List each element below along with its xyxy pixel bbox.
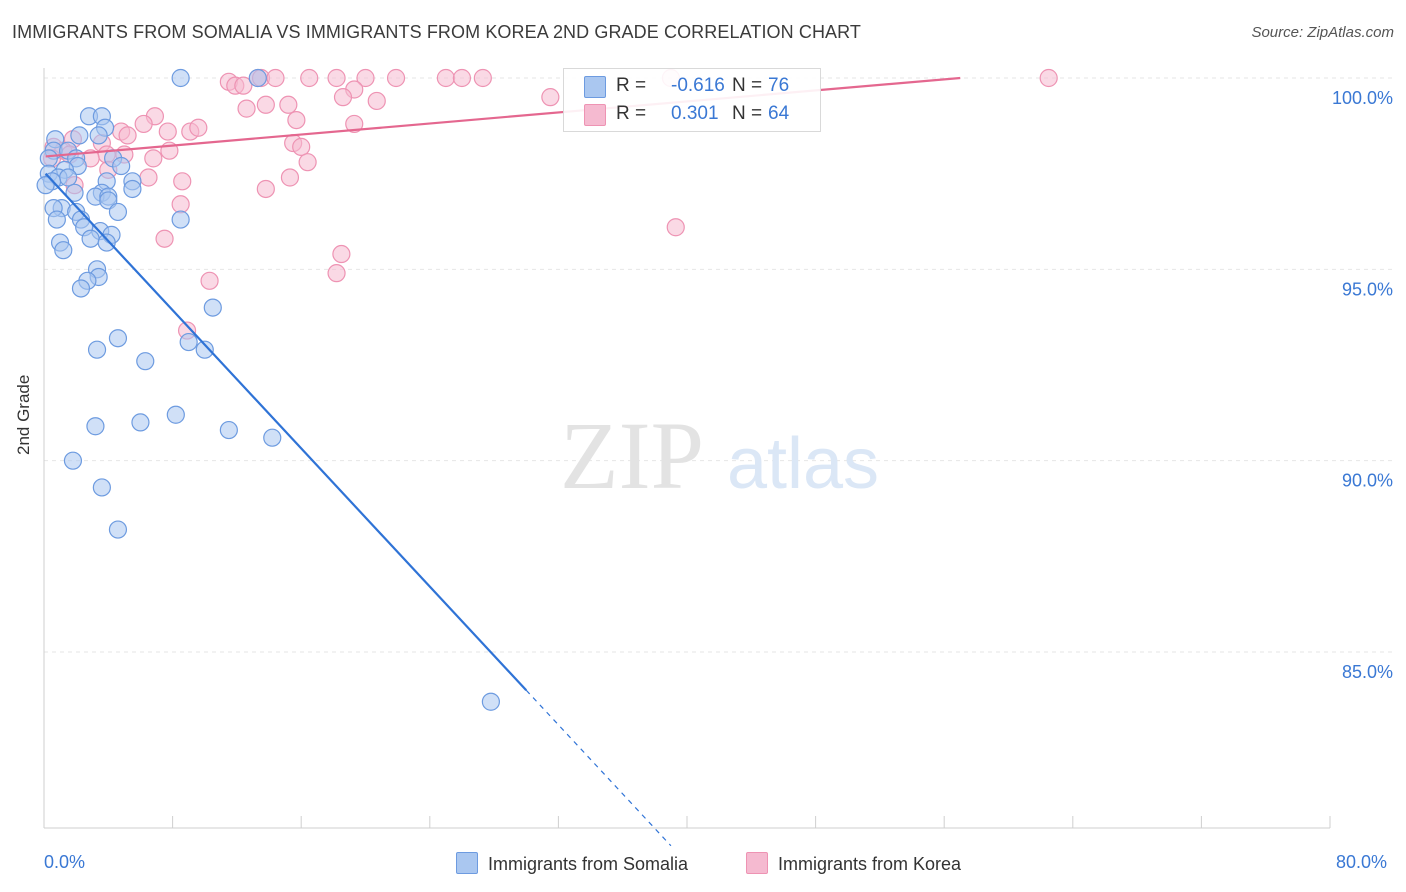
korea-point bbox=[327, 68, 346, 88]
korea-point bbox=[173, 172, 192, 191]
somalia-point bbox=[47, 210, 66, 229]
somalia-point bbox=[481, 692, 500, 711]
somalia-point bbox=[108, 520, 128, 539]
korea-point bbox=[367, 91, 386, 111]
somalia-point bbox=[36, 176, 55, 195]
somalia-legend-label: Immigrants from Somalia bbox=[488, 854, 689, 874]
somalia-point bbox=[123, 179, 142, 199]
somalia-point bbox=[136, 352, 155, 371]
korea-point bbox=[234, 76, 253, 95]
korea-trend-line bbox=[45, 76, 961, 158]
watermark-zip: ZIP bbox=[560, 402, 704, 509]
korea-point bbox=[541, 88, 560, 107]
somalia-point bbox=[179, 332, 198, 352]
stats-legend: R = -0.616 N = 76 R = 0.301 N = 64 bbox=[563, 68, 821, 132]
somalia-point bbox=[97, 233, 116, 252]
korea-point bbox=[386, 68, 406, 88]
somalia-point bbox=[59, 168, 78, 187]
korea-legend-label: Immigrants from Korea bbox=[778, 854, 962, 874]
y-axis-label: 2nd Grade bbox=[14, 374, 33, 455]
korea-point bbox=[436, 68, 455, 88]
somalia-point bbox=[219, 420, 238, 440]
y-tick-label: 90.0% bbox=[1342, 471, 1393, 491]
korea-point bbox=[155, 229, 174, 248]
korea-point bbox=[473, 68, 492, 88]
korea-legend-swatch bbox=[746, 852, 768, 874]
somalia-trend-extension bbox=[525, 689, 672, 847]
korea-point bbox=[287, 110, 306, 130]
korea-point bbox=[280, 168, 300, 187]
somalia-point bbox=[195, 340, 214, 359]
n-value: 76 bbox=[768, 75, 790, 96]
korea-point bbox=[171, 195, 190, 214]
somalia-point bbox=[248, 68, 267, 88]
watermark-atlas: atlas bbox=[727, 424, 879, 504]
somalia-point bbox=[65, 183, 84, 202]
korea-point bbox=[356, 68, 375, 88]
somalia-point bbox=[166, 405, 185, 424]
x-tick-max: 80.0% bbox=[1336, 852, 1388, 872]
korea-point bbox=[332, 244, 351, 264]
korea-point bbox=[200, 271, 219, 290]
y-tick-label: 85.0% bbox=[1342, 662, 1393, 682]
somalia-point bbox=[92, 478, 111, 497]
somalia-point bbox=[89, 126, 108, 145]
somalia-point bbox=[203, 298, 222, 317]
r-value: 0.301 bbox=[671, 103, 719, 124]
legend-item-somalia[interactable]: Immigrants from Somalia bbox=[456, 852, 688, 875]
y-tick-label: 100.0% bbox=[1332, 88, 1393, 108]
x-tick-min: 0.0% bbox=[44, 852, 86, 872]
n-label: N = bbox=[732, 103, 763, 124]
somalia-point bbox=[86, 417, 105, 436]
korea-point bbox=[144, 149, 163, 168]
korea-point bbox=[189, 118, 208, 137]
korea-point bbox=[256, 179, 275, 199]
somalia-swatch bbox=[584, 76, 606, 98]
korea-point bbox=[327, 264, 346, 283]
y-tick-label: 95.0% bbox=[1342, 279, 1393, 299]
source-label: Source: ZipAtlas.com bbox=[1251, 24, 1394, 41]
korea-point bbox=[158, 122, 177, 141]
somalia-point bbox=[81, 229, 100, 248]
somalia-point bbox=[171, 210, 190, 229]
korea-point bbox=[118, 126, 137, 145]
somalia-point bbox=[171, 68, 190, 88]
n-label: N = bbox=[732, 75, 763, 96]
somalia-point bbox=[39, 149, 58, 168]
korea-point bbox=[298, 153, 317, 172]
korea-point bbox=[345, 114, 364, 134]
r-label: R = bbox=[616, 103, 647, 124]
somalia-point bbox=[108, 329, 128, 348]
n-value: 64 bbox=[768, 103, 790, 124]
somalia-point bbox=[71, 279, 91, 298]
somalia-point bbox=[63, 451, 83, 470]
korea-point bbox=[452, 68, 472, 88]
legend-item-korea[interactable]: Immigrants from Korea bbox=[746, 852, 961, 875]
r-label: R = bbox=[616, 75, 647, 96]
korea-point bbox=[237, 99, 256, 118]
korea-point bbox=[256, 95, 275, 114]
korea-swatch bbox=[584, 104, 606, 126]
somalia-point bbox=[87, 340, 107, 359]
somalia-legend-swatch bbox=[456, 852, 478, 874]
korea-point bbox=[333, 88, 353, 107]
korea-point bbox=[134, 114, 153, 134]
somalia-point bbox=[54, 241, 73, 260]
somalia-point bbox=[131, 413, 150, 432]
korea-point bbox=[292, 137, 311, 156]
korea-point bbox=[1039, 68, 1058, 88]
korea-point bbox=[300, 68, 319, 88]
somalia-point bbox=[108, 202, 128, 222]
r-value: -0.616 bbox=[671, 75, 725, 96]
korea-point bbox=[666, 218, 685, 237]
korea-point bbox=[266, 68, 285, 88]
somalia-point bbox=[70, 126, 89, 145]
korea-point bbox=[279, 95, 298, 114]
korea-point bbox=[139, 168, 158, 187]
somalia-point bbox=[263, 428, 282, 447]
somalia-trend-line bbox=[44, 172, 528, 692]
chart-title: IMMIGRANTS FROM SOMALIA VS IMMIGRANTS FR… bbox=[12, 22, 862, 42]
somalia-point bbox=[112, 156, 131, 176]
